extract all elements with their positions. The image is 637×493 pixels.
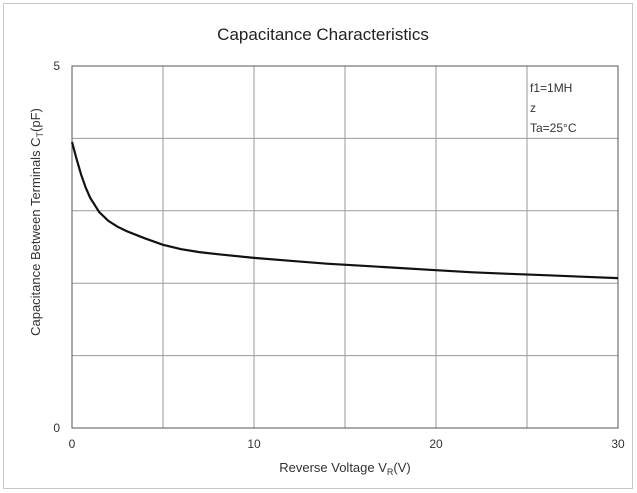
condition-annotation: f1=1MH z Ta=25°C: [530, 81, 577, 135]
y-axis-label: Capacitance Between Terminals CT(pF): [28, 108, 45, 336]
x-axis-label: Reverse Voltage VR(V): [279, 460, 411, 477]
y-tick-label: 5: [53, 59, 60, 73]
x-tick-label: 10: [247, 437, 261, 451]
tick-layer: 0 10 20 30 0 5: [53, 59, 625, 451]
plot-border: [71, 65, 619, 429]
x-tick-label: 30: [611, 437, 625, 451]
x-tick-label: 0: [69, 437, 76, 451]
annotation-line-3: Ta=25°C: [530, 121, 577, 135]
y-axis-label-unit: (pF): [28, 108, 43, 132]
annotation-line-1: f1=1MH: [530, 81, 572, 95]
chart-title: Capacitance Characteristics: [217, 25, 429, 44]
series-line: [70, 141, 619, 280]
y-tick-label: 0: [53, 421, 60, 435]
annotation-line-2: z: [530, 101, 536, 115]
x-axis-label-sub: R: [387, 467, 394, 477]
x-axis-label-main: Reverse Voltage V: [279, 460, 387, 475]
x-axis-label-unit: (V): [393, 460, 410, 475]
y-axis-label-sub: T: [35, 131, 45, 137]
x-tick-label: 20: [429, 437, 443, 451]
y-axis-label-main: Capacitance Between Terminals C: [28, 137, 43, 335]
chart-frame: [3, 3, 633, 489]
